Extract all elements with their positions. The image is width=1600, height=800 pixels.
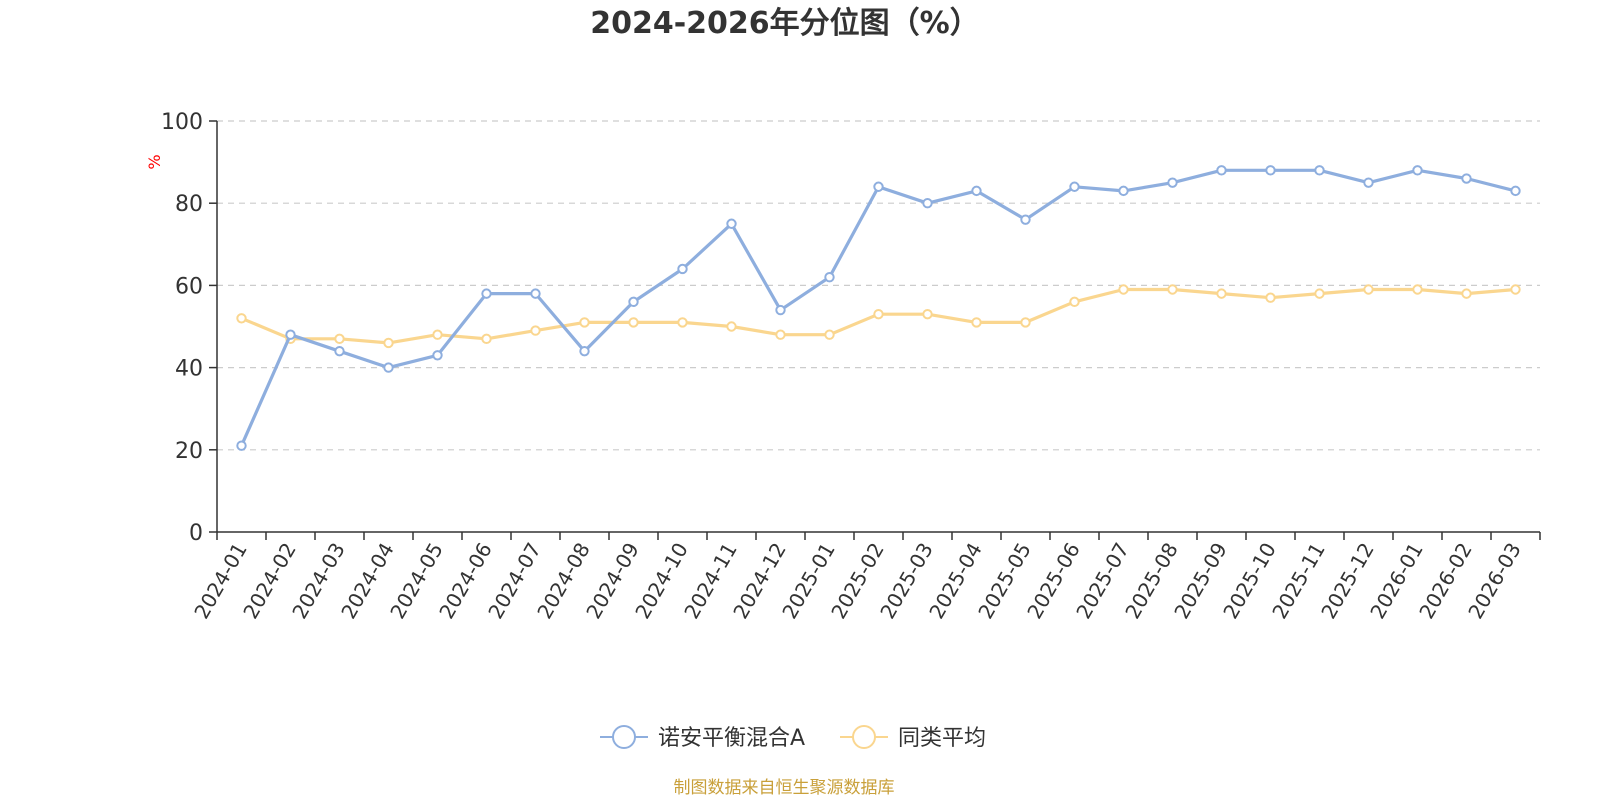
data-point — [824, 271, 835, 283]
data-point — [1167, 177, 1178, 188]
data-point — [775, 329, 786, 340]
legend-label: 诺安平衡混合A — [658, 726, 805, 751]
data-point — [1461, 288, 1472, 299]
data-point — [383, 337, 394, 349]
data-point — [1412, 165, 1423, 176]
data-point — [1314, 288, 1325, 299]
chart-title: 2024-2026年分位图（%） — [590, 6, 980, 41]
data-point — [383, 362, 394, 373]
data-point — [971, 185, 982, 197]
legend-marker — [612, 725, 636, 749]
data-point — [1265, 292, 1276, 303]
data-point — [1510, 284, 1521, 295]
data-point — [873, 308, 884, 320]
series-1 — [236, 284, 1521, 349]
data-point — [726, 321, 737, 332]
source-note: 制图数据来自恒生聚源数据库 — [674, 778, 895, 798]
legend-marker — [852, 725, 876, 749]
data-point — [1020, 317, 1031, 328]
data-point — [1363, 284, 1374, 295]
y-tick-label: 80 — [175, 192, 203, 217]
data-point — [1069, 296, 1080, 308]
data-point — [726, 218, 737, 229]
data-point — [677, 263, 688, 275]
data-point — [1216, 165, 1227, 176]
data-point — [971, 317, 982, 328]
legend-item: 同类平均 — [840, 725, 986, 751]
data-point — [579, 345, 590, 357]
data-point — [579, 317, 590, 328]
data-point — [530, 325, 541, 336]
gridlines — [217, 120, 1540, 451]
data-point — [677, 317, 688, 328]
data-point — [873, 181, 884, 192]
data-point — [922, 308, 933, 320]
series-lines — [236, 165, 1521, 451]
data-point — [285, 329, 296, 340]
y-tick-label: 60 — [175, 274, 203, 299]
series-0 — [236, 165, 1521, 451]
data-point — [432, 329, 443, 340]
data-point — [481, 288, 492, 299]
data-point — [1216, 288, 1227, 299]
data-point — [1069, 181, 1080, 192]
data-point — [334, 345, 345, 357]
data-point — [1510, 185, 1521, 197]
legend-item: 诺安平衡混合A — [600, 725, 805, 751]
data-point — [432, 350, 443, 361]
y-axis-unit-label: % — [145, 154, 164, 169]
data-point — [1363, 177, 1374, 188]
y-tick-label: 40 — [175, 357, 203, 382]
data-point — [1118, 185, 1129, 197]
data-point — [1314, 165, 1325, 176]
data-point — [236, 313, 247, 324]
data-point — [334, 333, 345, 345]
data-point — [1461, 173, 1472, 184]
legend: 诺安平衡混合A 同类平均 — [600, 725, 986, 751]
data-point — [236, 440, 247, 451]
data-point — [530, 288, 541, 299]
data-point — [922, 198, 933, 209]
y-tick-label: 0 — [189, 521, 203, 546]
data-point — [1118, 284, 1129, 295]
data-point — [1167, 284, 1178, 295]
series-line — [239, 168, 1518, 448]
data-point — [628, 317, 639, 328]
legend-label: 同类平均 — [898, 726, 986, 751]
axes: 0204060801002024-012024-022024-032024-04… — [161, 110, 1541, 623]
data-point — [824, 329, 835, 340]
data-point — [1020, 214, 1031, 225]
y-tick-label: 100 — [161, 110, 203, 135]
data-point — [775, 304, 786, 316]
data-point — [481, 333, 492, 345]
data-point — [628, 296, 639, 308]
data-point — [1412, 284, 1423, 295]
data-point — [1265, 165, 1276, 176]
y-tick-label: 20 — [175, 439, 203, 464]
